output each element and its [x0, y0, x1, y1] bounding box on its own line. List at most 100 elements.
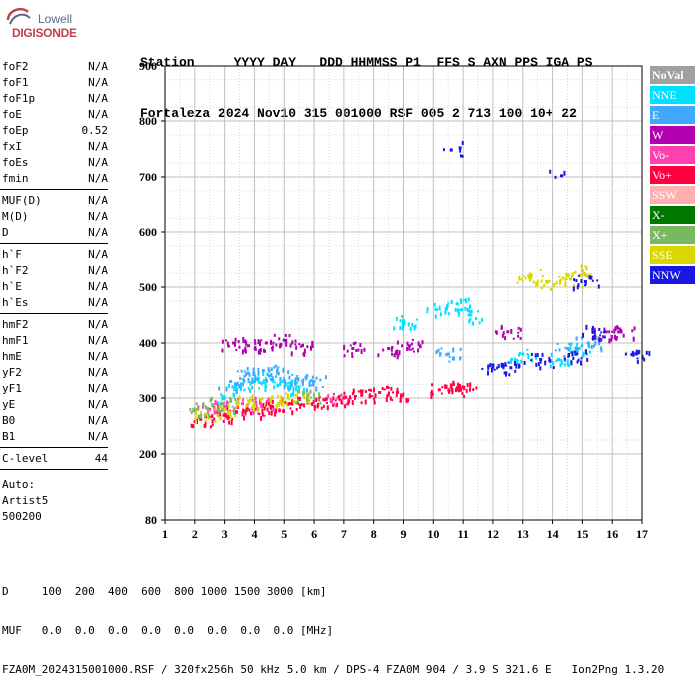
echo-pixel [500, 324, 503, 330]
echo-pixel [257, 387, 260, 390]
echo-pixel [255, 378, 258, 381]
param-name: yF1 [2, 382, 22, 395]
echo-pixel [519, 336, 522, 340]
echo-pixel [396, 340, 399, 345]
echo-pixel [415, 318, 418, 321]
echo-pixel [270, 372, 273, 377]
echo-pixel [512, 337, 515, 340]
echo-pixel [343, 394, 346, 397]
echo-pixel [421, 340, 424, 345]
echo-pixel [385, 397, 388, 403]
echo-pixel [465, 388, 468, 393]
x-tick-label: 6 [311, 527, 317, 541]
echo-pixel [256, 376, 259, 382]
echo-pixel [219, 409, 222, 413]
param-name: M(D) [2, 210, 29, 223]
echo-pixel [247, 377, 250, 383]
echo-pixel [395, 393, 398, 397]
echo-pixel [393, 353, 396, 358]
echo-pixel [585, 273, 588, 278]
echo-pixel [452, 382, 455, 386]
echo-pixel [270, 406, 273, 411]
echo-pixel [593, 327, 596, 332]
echo-pixel [548, 279, 551, 283]
echo-pixel [599, 337, 602, 342]
echo-pixel [234, 337, 237, 342]
data-point [223, 407, 227, 411]
echo-pixel [246, 366, 249, 371]
param-row-fxi: fxI N/A [2, 140, 108, 154]
data-point [282, 338, 286, 342]
x-tick-label: 5 [281, 527, 287, 541]
echo-pixel [401, 314, 404, 318]
param-name: fmin [2, 172, 29, 185]
param-row-fof1: foF1 N/A [2, 76, 108, 90]
echo-pixel [502, 331, 505, 336]
echo-pixel [364, 399, 367, 405]
data-point [461, 385, 465, 389]
echo-pixel [254, 376, 257, 382]
echo-pixel [568, 342, 571, 345]
echo-pixel [242, 378, 245, 383]
echo-pixel [390, 386, 393, 391]
echo-pixel [469, 317, 472, 321]
echo-pixel [534, 356, 537, 360]
echo-pixel [550, 352, 553, 357]
echo-pixel [585, 324, 588, 330]
param-value: N/A [88, 226, 108, 239]
echo-pixel [260, 339, 263, 342]
param-value: N/A [88, 108, 108, 121]
echo-pixel [360, 349, 363, 355]
legend-item-x: X- [650, 206, 695, 224]
echo-pixel [468, 304, 471, 309]
echo-pixel [613, 328, 616, 334]
echo-pixel [334, 399, 337, 402]
footer-file-line: FZA0M_2024315001000.RSF / 320fx256h 50 k… [2, 663, 665, 676]
digisonde-logo: Lowell DIGISONDE [4, 4, 77, 40]
echo-pixel [452, 347, 455, 353]
data-point [506, 330, 510, 334]
param-row-foe: foE N/A [2, 108, 108, 122]
param-row-foep: foEp 0.52 [2, 124, 108, 138]
echo-pixel [503, 371, 506, 375]
param-row-foes: foEs N/A [2, 156, 108, 170]
echo-pixel [273, 385, 276, 390]
echo-pixel [393, 326, 396, 331]
echo-pixel [343, 347, 346, 351]
echo-pixel [213, 417, 216, 421]
echo-pixel [282, 376, 285, 381]
echo-pixel [257, 376, 260, 380]
echo-pixel [287, 381, 290, 384]
param-value: N/A [88, 194, 108, 207]
echo-pixel [290, 351, 293, 357]
echo-pixel [450, 148, 453, 152]
echo-pixel [302, 378, 305, 383]
data-point [342, 396, 346, 400]
echo-pixel [462, 298, 465, 301]
logo-swirl-icon [6, 8, 31, 25]
echo-pixel [519, 327, 522, 332]
echo-pixel [461, 154, 464, 158]
data-point [196, 407, 200, 411]
echo-pixel [208, 417, 211, 420]
param-name: foF1 [2, 76, 29, 89]
echo-pixel [532, 280, 535, 284]
echo-pixel [510, 328, 513, 334]
echo-pixel [263, 348, 266, 353]
echo-pixel [457, 309, 460, 314]
param-value: N/A [88, 156, 108, 169]
series-nne [211, 297, 592, 409]
echo-pixel [236, 405, 239, 409]
echo-pixel [291, 410, 294, 416]
echo-pixel [508, 373, 511, 377]
echo-pixel [518, 351, 521, 355]
echo-pixel [565, 277, 568, 280]
echo-pixel [569, 350, 572, 354]
echo-pixel [572, 286, 575, 292]
echo-pixel [534, 353, 537, 358]
echo-pixel [452, 356, 455, 361]
echo-pixel [566, 361, 569, 367]
echo-pixel [340, 399, 343, 405]
echo-pixel [315, 386, 318, 392]
echo-pixel [200, 411, 203, 416]
